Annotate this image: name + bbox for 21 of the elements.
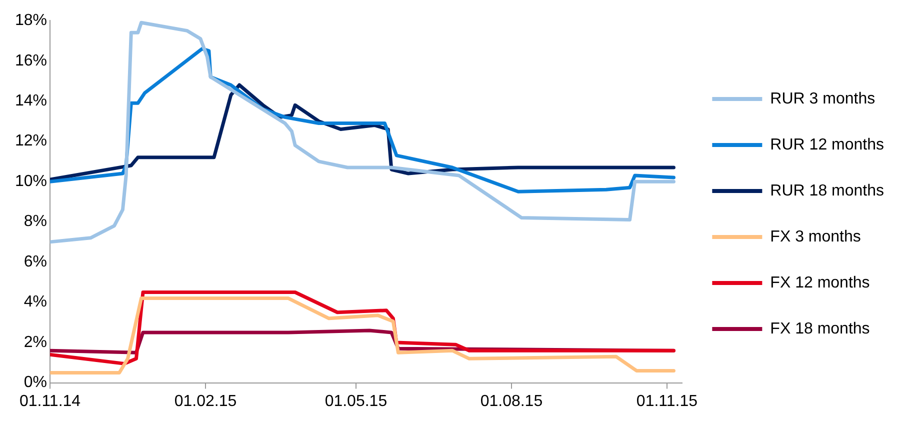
x-tick-label: 01.08.15 [480, 392, 543, 410]
x-tick-label: 01.02.15 [174, 392, 237, 410]
y-tick-label: 12% [14, 132, 48, 150]
y-tick-label: 18% [14, 12, 48, 30]
y-tick-label: 8% [24, 213, 48, 230]
legend-label: FX 18 months [770, 320, 870, 338]
y-tick-label: 16% [14, 52, 48, 70]
y-tick-label: 6% [24, 253, 48, 270]
y-tick-label: 2% [24, 334, 48, 351]
legend-label: FX 12 months [770, 274, 870, 292]
legend-label: RUR 3 months [770, 90, 876, 108]
x-tick-label: 01.11.15 [636, 392, 698, 410]
y-tick-label: 4% [24, 294, 48, 311]
x-tick-label: 01.05.15 [324, 392, 388, 410]
y-tick-label: 14% [14, 92, 48, 110]
legend-label: RUR 12 months [770, 136, 884, 154]
y-tick-label: 10% [14, 172, 48, 190]
legend-label: RUR 18 months [770, 182, 884, 200]
x-tick-label: 01.11.14 [19, 392, 81, 410]
legend-label: FX 3 months [770, 228, 861, 246]
y-tick-label: 0% [24, 374, 48, 392]
